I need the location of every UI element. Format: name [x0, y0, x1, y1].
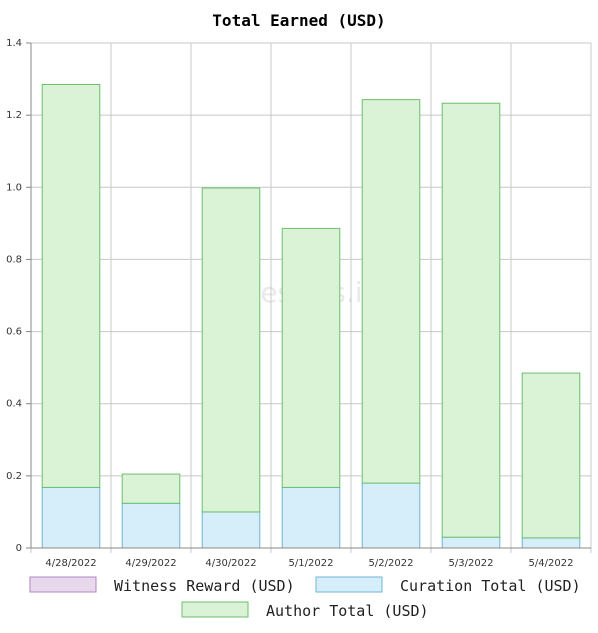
x-tick-label: 4/29/2022 [125, 558, 176, 569]
legend: Witness Reward (USD) Curation Total (USD)… [29, 576, 581, 620]
bar-segment-curation [121, 502, 181, 549]
bars [41, 83, 581, 549]
y-tick-label: 0.4 [6, 399, 22, 410]
legend-label[interactable]: Witness Reward (USD) [114, 577, 295, 595]
bar-segment-curation [521, 537, 581, 549]
legend-swatch[interactable] [315, 576, 383, 593]
bar-segment-curation [281, 486, 341, 549]
y-tick-label: 1.2 [6, 110, 22, 121]
y-tick-label: 0 [16, 543, 22, 554]
bar-segment-author [201, 187, 261, 513]
y-tick-label: 1.0 [6, 182, 22, 193]
x-tick-label: 5/3/2022 [449, 558, 494, 569]
bar-segment-author [121, 473, 181, 504]
legend-label[interactable]: Curation Total (USD) [400, 577, 581, 595]
x-tick-label: 4/28/2022 [45, 558, 96, 569]
chart-title: Total Earned (USD) [212, 11, 385, 30]
legend-swatch[interactable] [29, 576, 97, 593]
x-tick-label: 5/1/2022 [289, 558, 334, 569]
axes: 0 0.2 0.4 0.6 0.8 1.0 1.2 1.4 4/28/2022 4/29/2022… [6, 38, 591, 569]
bar-segment-curation [201, 511, 261, 549]
y-tick-label: 1.4 [6, 38, 22, 49]
x-tick-label: 5/4/2022 [529, 558, 574, 569]
bar-segment-author [361, 99, 421, 484]
bar-segment-author [441, 102, 501, 538]
bar-segment-curation [441, 536, 501, 549]
x-tick-label: 4/30/2022 [205, 558, 256, 569]
bar-segment-author [41, 83, 101, 488]
bar-segment-author [521, 372, 581, 539]
legend-swatch[interactable] [181, 601, 249, 618]
y-tick-label: 0.6 [6, 327, 22, 338]
x-tick-label: 5/2/2022 [369, 558, 414, 569]
bar-segment-author [281, 227, 341, 488]
bar-segment-curation [41, 486, 101, 549]
y-tick-label: 0.2 [6, 471, 22, 482]
bar-segment-curation [361, 482, 421, 549]
y-tick-label: 0.8 [6, 254, 22, 265]
legend-label[interactable]: Author Total (USD) [266, 602, 429, 620]
